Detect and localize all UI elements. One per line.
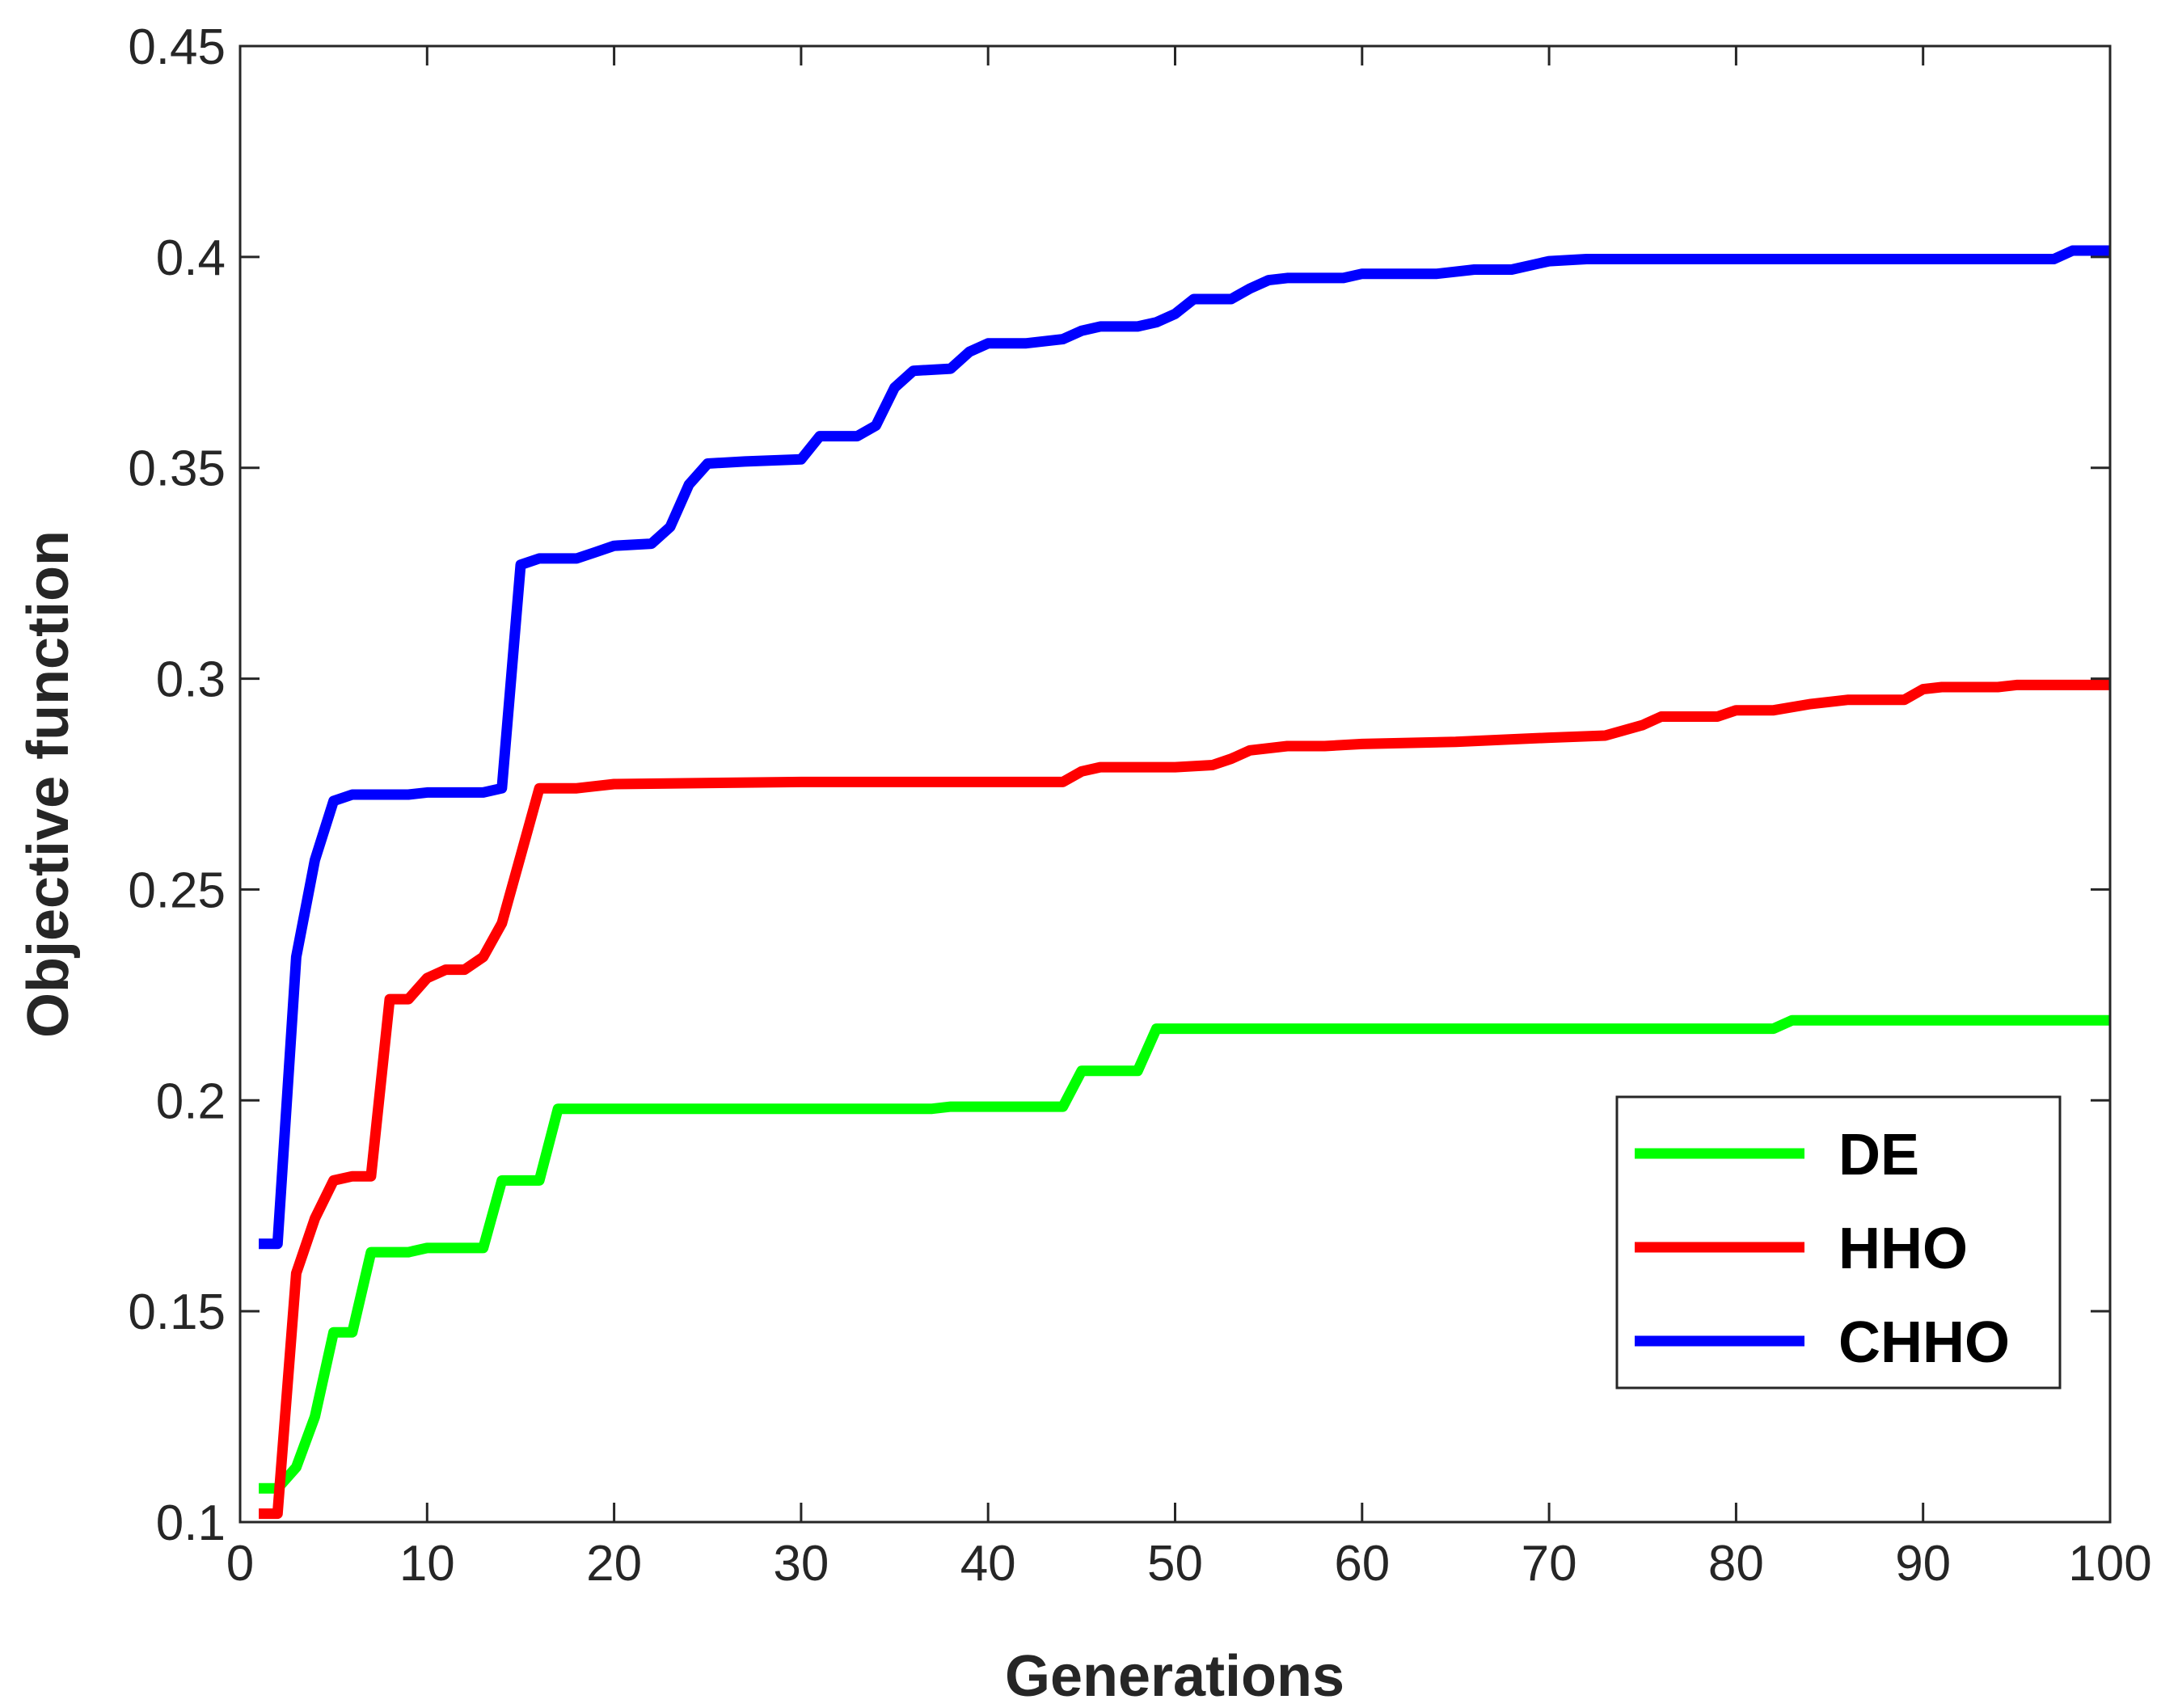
x-tick-label: 60: [1334, 1536, 1390, 1592]
x-tick-label: 80: [1708, 1536, 1764, 1592]
y-tick-label: 0.4: [156, 230, 226, 286]
x-tick-label: 100: [2068, 1536, 2151, 1592]
x-tick-label: 0: [226, 1536, 254, 1592]
series-layer: [259, 245, 2110, 1520]
series-line-de: [259, 1014, 2110, 1494]
legend-label-chho: CHHO: [1838, 1310, 2010, 1375]
ticks-layer: 0 10 20 30 40 50 60 70 80 90 100 0.1 0.15 0.2 0.25 0.3 0…: [128, 19, 2151, 1592]
x-tick-label: 70: [1522, 1536, 1577, 1592]
x-tick-label: 10: [399, 1536, 455, 1592]
x-tick-label: 50: [1147, 1536, 1203, 1592]
y-tick-label: 0.3: [156, 652, 226, 708]
x-tick-label: 30: [773, 1536, 829, 1592]
y-axis-title: Objective function: [16, 530, 81, 1038]
y-tick-label: 0.15: [128, 1284, 226, 1340]
y-tick-label: 0.35: [128, 441, 226, 497]
legend-label-de: DE: [1838, 1123, 1919, 1187]
plot-frame: [238, 44, 2112, 1524]
x-tick-label: 40: [960, 1536, 1016, 1592]
y-tick-label: 0.1: [156, 1495, 226, 1551]
series-line-hho: [259, 679, 2110, 1520]
series-line-chho: [259, 245, 2110, 1250]
legend: DE HHO CHHO: [1615, 1095, 2062, 1390]
y-tick-label: 0.25: [128, 862, 226, 918]
y-tick-label: 0.2: [156, 1073, 226, 1129]
x-tick-label: 90: [1895, 1536, 1951, 1592]
legend-label-hho: HHO: [1838, 1217, 1968, 1281]
x-tick-label: 20: [586, 1536, 642, 1592]
y-tick-label: 0.45: [128, 19, 226, 75]
x-axis-title: Generations: [1005, 1644, 1344, 1708]
